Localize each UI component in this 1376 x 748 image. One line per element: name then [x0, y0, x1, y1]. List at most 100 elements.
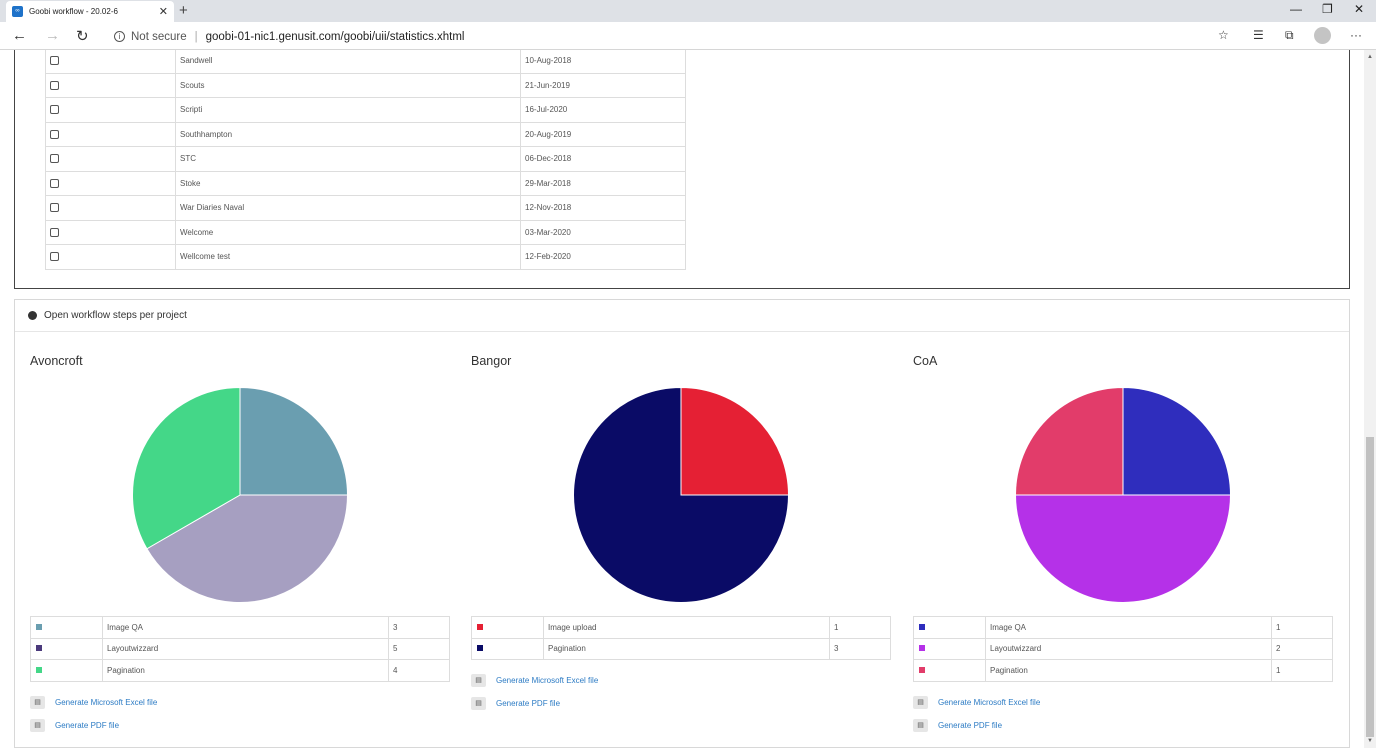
- legend-row: Image QA 3: [30, 616, 450, 639]
- project-name-cell: STC: [175, 146, 521, 172]
- row-select-cell: [45, 219, 176, 245]
- table-row: Welcome 03-Mar-2020: [45, 219, 686, 245]
- legend-label: Pagination: [102, 659, 389, 682]
- pie-slice-pagination[interactable]: [132, 386, 241, 550]
- generate-excel-button[interactable]: ▤ Generate Microsoft Excel file: [913, 695, 1041, 709]
- chart-title: Avoncroft: [30, 354, 83, 368]
- generate-pdf-button[interactable]: ▤ Generate PDF file: [913, 718, 1003, 732]
- generate-pdf-label[interactable]: Generate PDF file: [55, 720, 120, 730]
- row-checkbox[interactable]: [50, 56, 59, 66]
- vertical-scrollbar[interactable]: ▲ ▼: [1364, 50, 1376, 748]
- forward-icon[interactable]: →: [45, 27, 60, 44]
- row-checkbox[interactable]: [50, 80, 59, 90]
- row-checkbox[interactable]: [50, 178, 59, 188]
- minimize-icon[interactable]: —: [1290, 2, 1302, 16]
- row-checkbox[interactable]: [50, 154, 59, 164]
- generate-pdf-button[interactable]: ▤ Generate PDF file: [471, 697, 560, 710]
- generate-pdf-label[interactable]: Generate PDF file: [496, 699, 561, 708]
- generate-excel-button[interactable]: ▤ Generate Microsoft Excel file: [471, 674, 598, 687]
- legend-row: Pagination 4: [30, 659, 450, 682]
- browser-titlebar: ∞ Goobi workflow - 20.02-6 ✕ + — ❐ ✕: [0, 0, 1376, 22]
- project-date-cell: 20-Aug-2019: [520, 121, 686, 147]
- row-checkbox[interactable]: [50, 105, 59, 115]
- profile-icon[interactable]: [1314, 27, 1331, 44]
- row-select-cell: [45, 244, 176, 270]
- table-row: War Diaries Naval 12-Nov-2018: [45, 195, 686, 221]
- legend-swatch-cell: [30, 616, 103, 639]
- row-select-cell: [45, 195, 176, 221]
- row-checkbox[interactable]: [50, 129, 59, 139]
- pie-slice-pagination[interactable]: [1014, 386, 1124, 496]
- pie-slice-layoutwizzard[interactable]: [146, 494, 349, 603]
- legend-swatch: [919, 666, 925, 673]
- legend-row: Image QA 1: [913, 616, 1333, 639]
- goobi-favicon-icon: ∞: [12, 6, 23, 17]
- pdf-file-icon: ▤: [30, 718, 45, 732]
- legend-swatch-cell: [913, 659, 986, 682]
- star-icon[interactable]: ☆: [1218, 28, 1229, 42]
- table-row: Scripti 16-Jul-2020: [45, 97, 686, 123]
- row-checkbox[interactable]: [50, 252, 59, 262]
- legend-swatch: [919, 645, 925, 652]
- collections-icon[interactable]: ⧉: [1285, 28, 1294, 42]
- legend-swatch: [477, 623, 483, 630]
- row-select-cell: [45, 50, 176, 74]
- row-select-cell: [45, 146, 176, 172]
- generate-excel-label[interactable]: Generate Microsoft Excel file: [496, 676, 599, 685]
- project-name-cell: Welcome: [175, 219, 521, 245]
- project-name-cell: Scripti: [175, 97, 521, 123]
- pie-slice-image-upload[interactable]: [680, 386, 790, 496]
- new-tab-button[interactable]: +: [179, 2, 188, 19]
- generate-excel-label[interactable]: Generate Microsoft Excel file: [938, 697, 1041, 707]
- legend-label: Image QA: [102, 616, 389, 639]
- table-row: Wellcome test 12-Feb-2020: [45, 244, 686, 270]
- legend-swatch-cell: [30, 659, 103, 682]
- pdf-file-icon: ▤: [471, 697, 486, 710]
- legend-table: Image QA 1 Layoutwizzard 2 Pagination 1: [913, 616, 1333, 682]
- scroll-thumb[interactable]: [1366, 437, 1374, 737]
- url-text[interactable]: goobi-01-nic1.genusit.com/goobi/uii/stat…: [205, 30, 465, 43]
- legend-value: 1: [1271, 616, 1333, 639]
- legend-row: Layoutwizzard 5: [30, 637, 450, 660]
- legend-row: Layoutwizzard 2: [913, 637, 1333, 660]
- legend-label: Pagination: [543, 637, 830, 660]
- tab-close-icon[interactable]: ✕: [158, 6, 168, 18]
- pie-slice-image-qa[interactable]: [239, 386, 349, 496]
- legend-table: Image QA 3 Layoutwizzard 5 Pagination 4: [30, 616, 450, 682]
- row-checkbox[interactable]: [50, 203, 59, 213]
- generate-pdf-button[interactable]: ▤ Generate PDF file: [30, 718, 120, 732]
- project-name-cell: War Diaries Naval: [175, 195, 521, 221]
- excel-file-icon: ▤: [471, 674, 486, 687]
- close-icon[interactable]: ✕: [1354, 2, 1365, 16]
- row-select-cell: [45, 121, 176, 147]
- legend-value: 3: [388, 616, 450, 639]
- pie-chart-icon: [28, 311, 37, 320]
- generate-pdf-label[interactable]: Generate PDF file: [938, 720, 1003, 730]
- legend-row: Pagination 1: [913, 659, 1333, 682]
- project-name-cell: Scouts: [175, 72, 521, 98]
- favorites-icon[interactable]: ☰: [1253, 28, 1264, 42]
- address-bar[interactable]: i Not secure | goobi-01-nic1.genusit.com…: [103, 26, 1241, 47]
- reload-icon[interactable]: ↻: [76, 28, 89, 45]
- back-icon[interactable]: ←: [12, 27, 27, 44]
- generate-excel-button[interactable]: ▤ Generate Microsoft Excel file: [30, 695, 158, 709]
- pie-slice-image-qa[interactable]: [1122, 386, 1232, 496]
- legend-label: Layoutwizzard: [102, 637, 389, 660]
- pie-slice-pagination[interactable]: [573, 386, 790, 603]
- scroll-down-icon[interactable]: ▼: [1367, 738, 1373, 744]
- project-date-cell: 16-Jul-2020: [520, 97, 686, 123]
- pie-slice-layoutwizzard[interactable]: [1014, 494, 1232, 603]
- more-icon[interactable]: ···: [1350, 28, 1362, 42]
- browser-tab[interactable]: ∞ Goobi workflow - 20.02-6 ✕: [6, 1, 174, 22]
- generate-excel-label[interactable]: Generate Microsoft Excel file: [55, 697, 158, 707]
- row-checkbox[interactable]: [50, 227, 59, 237]
- legend-swatch-cell: [913, 616, 986, 639]
- info-icon[interactable]: i: [114, 31, 125, 42]
- legend-swatch-cell: [30, 637, 103, 660]
- project-date-cell: 29-Mar-2018: [520, 170, 686, 196]
- project-date-cell: 10-Aug-2018: [520, 50, 686, 74]
- table-row: Scouts 21-Jun-2019: [45, 72, 686, 98]
- scroll-up-icon[interactable]: ▲: [1367, 54, 1373, 60]
- restore-icon[interactable]: ❐: [1322, 2, 1333, 16]
- project-name-cell: Wellcome test: [175, 244, 521, 270]
